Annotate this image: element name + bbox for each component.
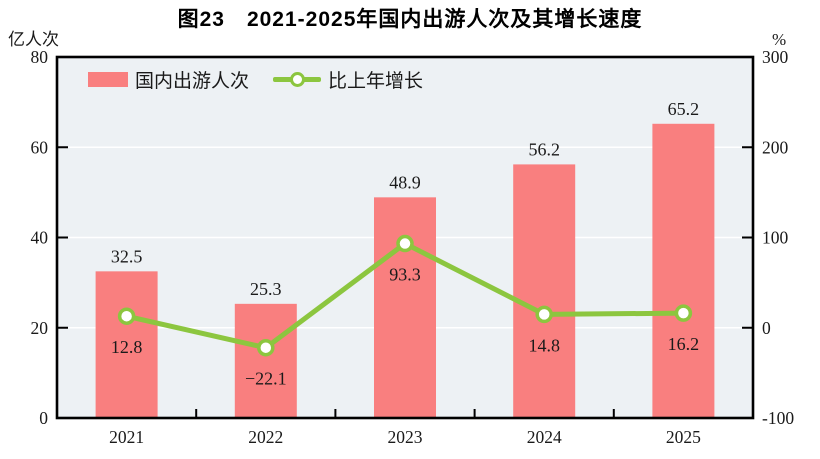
bar-2023 [374,197,436,418]
left-axis-unit: 亿人次 [8,30,59,49]
bar-value-label: 32.5 [111,246,143,266]
line-value-label: −22.1 [245,369,287,389]
bar-series-swatch [88,71,128,87]
legend-item-line-series: 比上年增长 [273,66,423,93]
line-marker-2025 [674,304,693,322]
line-marker-2022 [257,338,275,357]
bar-2021 [95,271,158,418]
right-axis-tick-label: 100 [762,228,789,248]
legend: 国内出游人次 比上年增长 [88,66,423,92]
line-series-swatch [273,71,322,87]
x-axis-category-label: 2024 [527,427,562,447]
bar-value-label: 56.2 [528,139,560,159]
right-axis-tick-label: 200 [762,137,789,157]
x-axis-category-label: 2021 [109,427,144,447]
bar-value-label: 25.3 [250,279,282,299]
line-marker-2021 [117,307,136,325]
x-axis-category-label: 2022 [248,427,283,447]
line-marker-2024 [535,305,553,324]
left-axis-tick-label: 20 [31,318,49,338]
x-axis-category-label: 2025 [666,427,701,447]
line-swatch-marker-icon [290,71,306,87]
left-axis-tick-label: 40 [31,228,49,248]
legend-label-bar-series: 国内出游人次 [135,70,250,92]
left-axis-tick-label: 60 [31,137,49,157]
x-axis-category-label: 2023 [388,427,423,447]
bar-2024 [513,164,576,418]
left-axis-tick-label: 0 [39,408,48,428]
bar-value-label: 65.2 [668,99,700,119]
line-value-label: 93.3 [389,265,421,285]
bar-2025 [652,123,715,418]
line-value-label: 14.8 [528,335,560,355]
bar-value-label: 48.9 [389,172,421,192]
left-axis-tick-label: 80 [31,47,49,67]
line-value-label: 16.2 [668,334,700,354]
right-axis-tick-label: 300 [762,47,789,67]
right-axis-unit: % [772,30,787,49]
legend-label-line-series: 比上年增长 [328,70,424,92]
line-marker-2023 [396,234,414,253]
right-axis-tick-label: -100 [762,408,794,428]
legend-item-bar-series: 国内出游人次 [88,66,249,93]
bar-2022 [234,303,297,418]
chart-title: 图23 2021-2025年国内出游人次及其增长速度 [177,8,643,31]
right-axis-tick-label: 0 [762,318,771,338]
line-value-label: 12.8 [111,337,143,357]
